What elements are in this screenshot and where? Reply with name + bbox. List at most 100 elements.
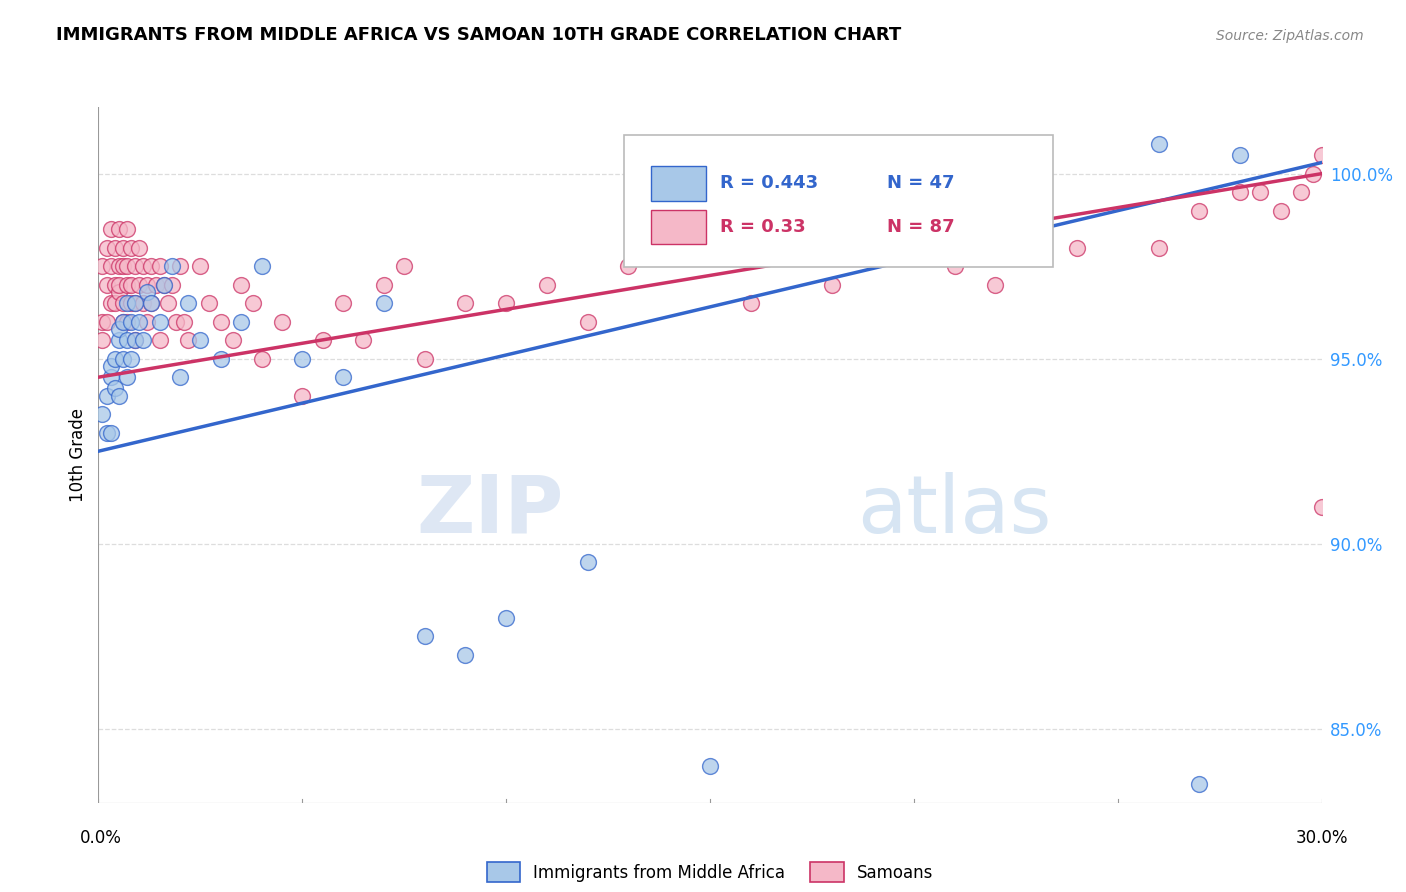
Y-axis label: 10th Grade: 10th Grade bbox=[69, 408, 87, 502]
Point bbox=[128, 315, 150, 329]
Point bbox=[413, 351, 436, 366]
Text: N = 87: N = 87 bbox=[887, 218, 955, 236]
Point bbox=[160, 277, 183, 292]
Point bbox=[104, 241, 127, 255]
Point bbox=[903, 203, 925, 218]
Point bbox=[108, 389, 131, 403]
Point bbox=[115, 222, 138, 236]
Point bbox=[536, 277, 558, 292]
Point bbox=[100, 259, 122, 273]
Point bbox=[104, 381, 127, 395]
Point bbox=[100, 222, 122, 236]
Point bbox=[413, 629, 436, 643]
Point bbox=[152, 277, 174, 292]
Point bbox=[115, 315, 138, 329]
Point bbox=[136, 315, 159, 329]
Point bbox=[156, 296, 179, 310]
Point bbox=[96, 277, 118, 292]
Point bbox=[188, 259, 212, 273]
Point bbox=[132, 296, 155, 310]
Point bbox=[173, 315, 195, 329]
Point bbox=[984, 277, 1007, 292]
Point bbox=[124, 333, 146, 347]
Point bbox=[91, 407, 114, 421]
Point bbox=[108, 333, 131, 347]
Point bbox=[100, 296, 122, 310]
Point bbox=[197, 296, 219, 310]
Point bbox=[96, 389, 118, 403]
Point bbox=[115, 370, 138, 384]
Point bbox=[145, 277, 167, 292]
Point bbox=[120, 315, 142, 329]
Point bbox=[115, 259, 138, 273]
Point bbox=[91, 333, 114, 347]
Point bbox=[165, 315, 187, 329]
Point bbox=[1188, 777, 1211, 791]
Point bbox=[141, 296, 163, 310]
Point bbox=[96, 425, 118, 440]
Point bbox=[177, 296, 200, 310]
Point bbox=[124, 333, 146, 347]
Point bbox=[352, 333, 374, 347]
Point bbox=[169, 259, 191, 273]
Text: atlas: atlas bbox=[856, 472, 1052, 549]
Point bbox=[111, 241, 134, 255]
Point bbox=[1310, 500, 1333, 514]
Point bbox=[111, 259, 134, 273]
Text: 30.0%: 30.0% bbox=[1295, 829, 1348, 847]
Point bbox=[128, 277, 150, 292]
Point bbox=[231, 315, 253, 329]
Point bbox=[373, 277, 395, 292]
Point bbox=[1249, 185, 1271, 199]
Point bbox=[291, 351, 314, 366]
Point bbox=[128, 241, 150, 255]
Point bbox=[104, 296, 127, 310]
Point bbox=[373, 296, 395, 310]
Point bbox=[984, 148, 1007, 162]
Text: IMMIGRANTS FROM MIDDLE AFRICA VS SAMOAN 10TH GRADE CORRELATION CHART: IMMIGRANTS FROM MIDDLE AFRICA VS SAMOAN … bbox=[56, 26, 901, 44]
Point bbox=[115, 333, 138, 347]
Point bbox=[943, 259, 966, 273]
Point bbox=[209, 315, 232, 329]
Point bbox=[1291, 185, 1313, 199]
Point bbox=[141, 259, 163, 273]
Point bbox=[332, 296, 354, 310]
Point bbox=[1147, 136, 1170, 151]
FancyBboxPatch shape bbox=[624, 135, 1053, 267]
Point bbox=[108, 285, 131, 299]
Point bbox=[1147, 241, 1170, 255]
Text: R = 0.33: R = 0.33 bbox=[720, 218, 806, 236]
Point bbox=[699, 241, 721, 255]
Point bbox=[136, 285, 159, 299]
Point bbox=[821, 277, 844, 292]
Point bbox=[91, 259, 114, 273]
Point bbox=[120, 277, 142, 292]
Point bbox=[104, 351, 127, 366]
Point bbox=[250, 351, 273, 366]
Point bbox=[160, 259, 183, 273]
Point bbox=[576, 555, 599, 569]
Point bbox=[250, 259, 273, 273]
Bar bbox=[651, 210, 706, 244]
Point bbox=[111, 351, 134, 366]
Point bbox=[231, 277, 253, 292]
Point bbox=[291, 389, 314, 403]
Point bbox=[152, 277, 174, 292]
Point bbox=[124, 296, 146, 310]
Point bbox=[96, 315, 118, 329]
Point bbox=[495, 611, 517, 625]
Point bbox=[111, 315, 134, 329]
Text: R = 0.443: R = 0.443 bbox=[720, 174, 818, 192]
Point bbox=[136, 277, 159, 292]
Point bbox=[740, 296, 762, 310]
Bar bbox=[651, 166, 706, 201]
Point bbox=[1331, 277, 1354, 292]
Text: 0.0%: 0.0% bbox=[80, 829, 122, 847]
Text: N = 47: N = 47 bbox=[887, 174, 955, 192]
Point bbox=[100, 359, 122, 373]
Point bbox=[100, 425, 122, 440]
Point bbox=[120, 351, 142, 366]
Point bbox=[104, 277, 127, 292]
Point bbox=[617, 259, 640, 273]
Point bbox=[780, 241, 803, 255]
